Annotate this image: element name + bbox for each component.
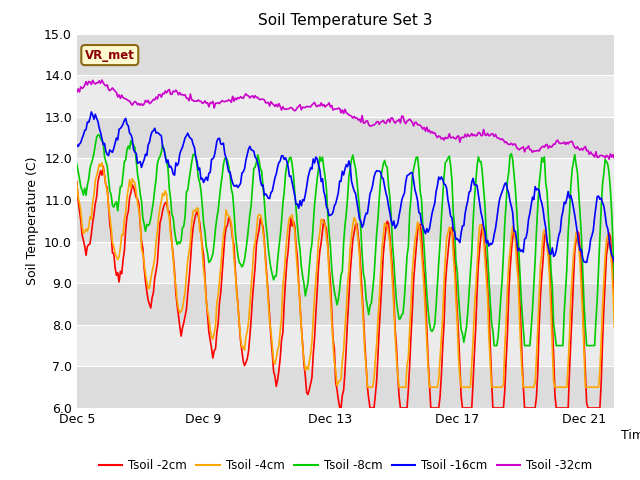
Bar xyxy=(77,200,614,241)
Bar xyxy=(77,283,614,325)
Y-axis label: Soil Temperature (C): Soil Temperature (C) xyxy=(26,156,38,285)
Title: Soil Temperature Set 3: Soil Temperature Set 3 xyxy=(259,13,433,28)
Bar xyxy=(77,366,614,408)
X-axis label: Time: Time xyxy=(621,429,640,442)
Legend: Tsoil -2cm, Tsoil -4cm, Tsoil -8cm, Tsoil -16cm, Tsoil -32cm: Tsoil -2cm, Tsoil -4cm, Tsoil -8cm, Tsoi… xyxy=(94,455,597,477)
Bar xyxy=(77,117,614,158)
Bar xyxy=(77,34,614,75)
Text: VR_met: VR_met xyxy=(85,48,135,61)
